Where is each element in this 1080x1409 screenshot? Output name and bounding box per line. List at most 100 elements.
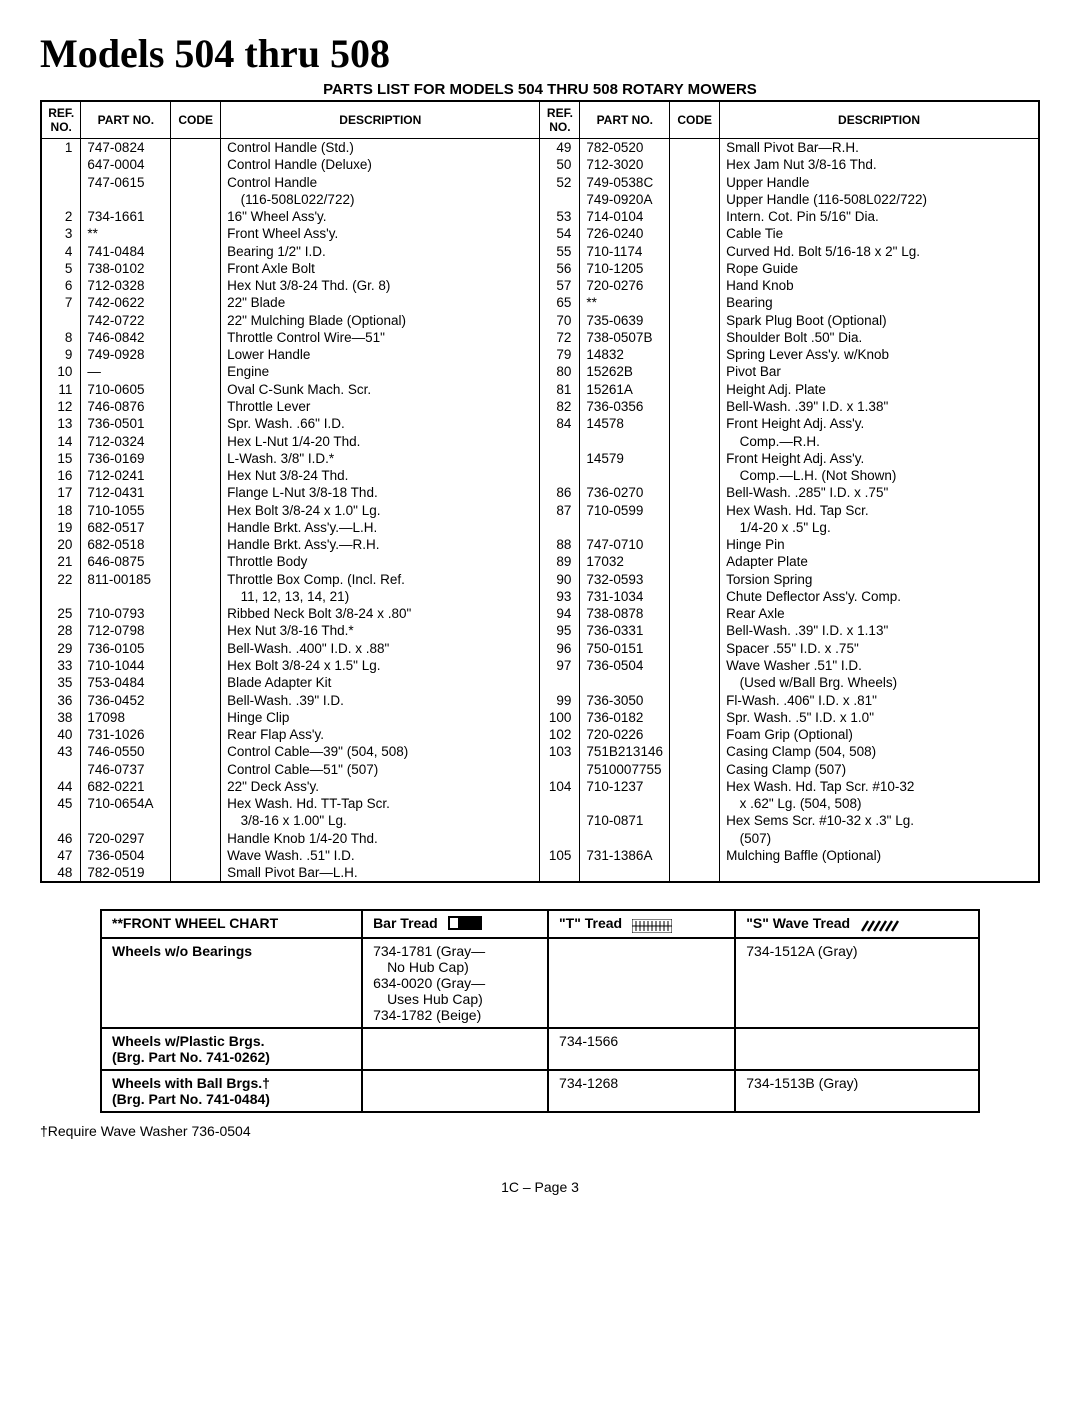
cell-ref: 79	[540, 346, 580, 363]
table-row: 7742-062222" Blade65**Bearing	[41, 294, 1039, 311]
cell-part: 736-0105	[81, 640, 171, 657]
cell-part: 731-1386A	[580, 847, 670, 864]
cell-desc: Oval C-Sunk Mach. Scr.	[221, 381, 540, 398]
cell-part: 736-0501	[81, 415, 171, 432]
cell-code	[670, 243, 720, 260]
wheel-hdr-title: **FRONT WHEEL CHART	[101, 910, 362, 938]
cell-desc: Curved Hd. Bolt 5/16-18 x 2" Lg.	[720, 243, 1039, 260]
cell-ref: 52	[540, 174, 580, 191]
cell-desc: Bell-Wash. .39" I.D. x 1.38"	[720, 398, 1039, 415]
cell-ref: 102	[540, 726, 580, 743]
cell-code	[670, 174, 720, 191]
cell-part: 746-0737	[81, 761, 171, 778]
cell-code	[171, 847, 221, 864]
table-row: 44682-022122" Deck Ass'y.104710-1237Hex …	[41, 778, 1039, 795]
cell-part	[580, 519, 670, 536]
cell-ref: 38	[41, 709, 81, 726]
cell-desc: (116-508L022/722)	[221, 191, 540, 208]
cell-desc: Hinge Pin	[720, 536, 1039, 553]
cell-part: 782-0520	[580, 139, 670, 157]
table-row: 14712-0324Hex L-Nut 1/4-20 Thd. Comp.—R.…	[41, 433, 1039, 450]
cell-ref: 3	[41, 225, 81, 242]
cell-desc: Engine	[221, 363, 540, 380]
cell-code	[171, 571, 221, 588]
cell-code	[171, 743, 221, 760]
cell-desc: Casing Clamp (504, 508)	[720, 743, 1039, 760]
cell-desc: Bell-Wash. .39" I.D. x 1.13"	[720, 622, 1039, 639]
cell-part: 710-0599	[580, 502, 670, 519]
cell-desc: Lower Handle	[221, 346, 540, 363]
cell-ref: 12	[41, 398, 81, 415]
cell-ref: 86	[540, 484, 580, 501]
cell-desc: (507)	[720, 830, 1039, 847]
cell-part: 712-0241	[81, 467, 171, 484]
cell-code	[171, 156, 221, 173]
cell-desc: 1/4-20 x .5" Lg.	[720, 519, 1039, 536]
cell-part: 736-3050	[580, 692, 670, 709]
cell-desc: Upper Handle (116-508L022/722)	[720, 191, 1039, 208]
cell-code	[171, 709, 221, 726]
cell-part: 782-0519	[81, 864, 171, 882]
cell-code	[171, 536, 221, 553]
table-row: (116-508L022/722)749-0920AUpper Handle (…	[41, 191, 1039, 208]
cell-part: 7510007755	[580, 761, 670, 778]
table-row: 21646-0875Throttle Body8917032Adapter Pl…	[41, 553, 1039, 570]
cell-ref: 44	[41, 778, 81, 795]
cell-desc: Wave Wash. .51" I.D.	[221, 847, 540, 864]
cell-code	[171, 450, 221, 467]
cell-code	[670, 795, 720, 812]
table-row: 5738-0102Front Axle Bolt56710-1205Rope G…	[41, 260, 1039, 277]
table-row: 48782-0519Small Pivot Bar—L.H.	[41, 864, 1039, 882]
cell-part: 712-0431	[81, 484, 171, 501]
cell-part: 746-0550	[81, 743, 171, 760]
cell-part: 735-0639	[580, 312, 670, 329]
cell-desc: Throttle Control Wire—51"	[221, 329, 540, 346]
page-number: 1C – Page 3	[40, 1179, 1040, 1195]
hdr-part-2: PART NO.	[580, 101, 670, 139]
table-row: 6712-0328Hex Nut 3/8-24 Thd. (Gr. 8)5772…	[41, 277, 1039, 294]
cell-ref: 90	[540, 571, 580, 588]
cell-ref: 96	[540, 640, 580, 657]
cell-ref: 50	[540, 156, 580, 173]
cell-part	[81, 191, 171, 208]
cell-part: 742-0622	[81, 294, 171, 311]
cell-desc: Hex Nut 3/8-24 Thd.	[221, 467, 540, 484]
cell-desc: Spr. Wash. .66" I.D.	[221, 415, 540, 432]
cell-ref: 16	[41, 467, 81, 484]
cell-part: 736-0270	[580, 484, 670, 501]
cell-part: 682-0518	[81, 536, 171, 553]
cell-desc: Rope Guide	[720, 260, 1039, 277]
table-row: 17712-0431Flange L-Nut 3/8-18 Thd.86736-…	[41, 484, 1039, 501]
cell-part: 738-0102	[81, 260, 171, 277]
cell-part: 751B213146	[580, 743, 670, 760]
cell-code	[670, 312, 720, 329]
cell-part: 738-0878	[580, 605, 670, 622]
cell-code	[171, 657, 221, 674]
cell-desc	[720, 864, 1039, 882]
cell-code	[171, 294, 221, 311]
cell-desc: Control Handle (Std.)	[221, 139, 540, 157]
cell-code	[670, 605, 720, 622]
table-row: 9749-0928Lower Handle7914832Spring Lever…	[41, 346, 1039, 363]
cell-ref	[41, 174, 81, 191]
cell-ref	[540, 467, 580, 484]
hdr-desc-1: DESCRIPTION	[221, 101, 540, 139]
cell-part	[580, 795, 670, 812]
wheel-cell: Wheels with Ball Brgs.† (Brg. Part No. 7…	[101, 1070, 362, 1112]
cell-ref: 70	[540, 312, 580, 329]
subtitle: PARTS LIST FOR MODELS 504 THRU 508 ROTAR…	[40, 81, 1040, 98]
cell-code	[670, 743, 720, 760]
cell-code	[670, 761, 720, 778]
cell-desc: Comp.—R.H.	[720, 433, 1039, 450]
cell-part: 736-0182	[580, 709, 670, 726]
cell-ref	[540, 864, 580, 882]
cell-code	[670, 139, 720, 157]
table-row: 15736-0169L-Wash. 3/8" I.D.*14579Front H…	[41, 450, 1039, 467]
cell-code	[670, 415, 720, 432]
cell-ref: 6	[41, 277, 81, 294]
cell-part: 720-0226	[580, 726, 670, 743]
cell-ref: 95	[540, 622, 580, 639]
cell-desc: Hex Wash. Hd. Tap Scr. #10-32	[720, 778, 1039, 795]
cell-ref: 54	[540, 225, 580, 242]
cell-desc: Hex L-Nut 1/4-20 Thd.	[221, 433, 540, 450]
